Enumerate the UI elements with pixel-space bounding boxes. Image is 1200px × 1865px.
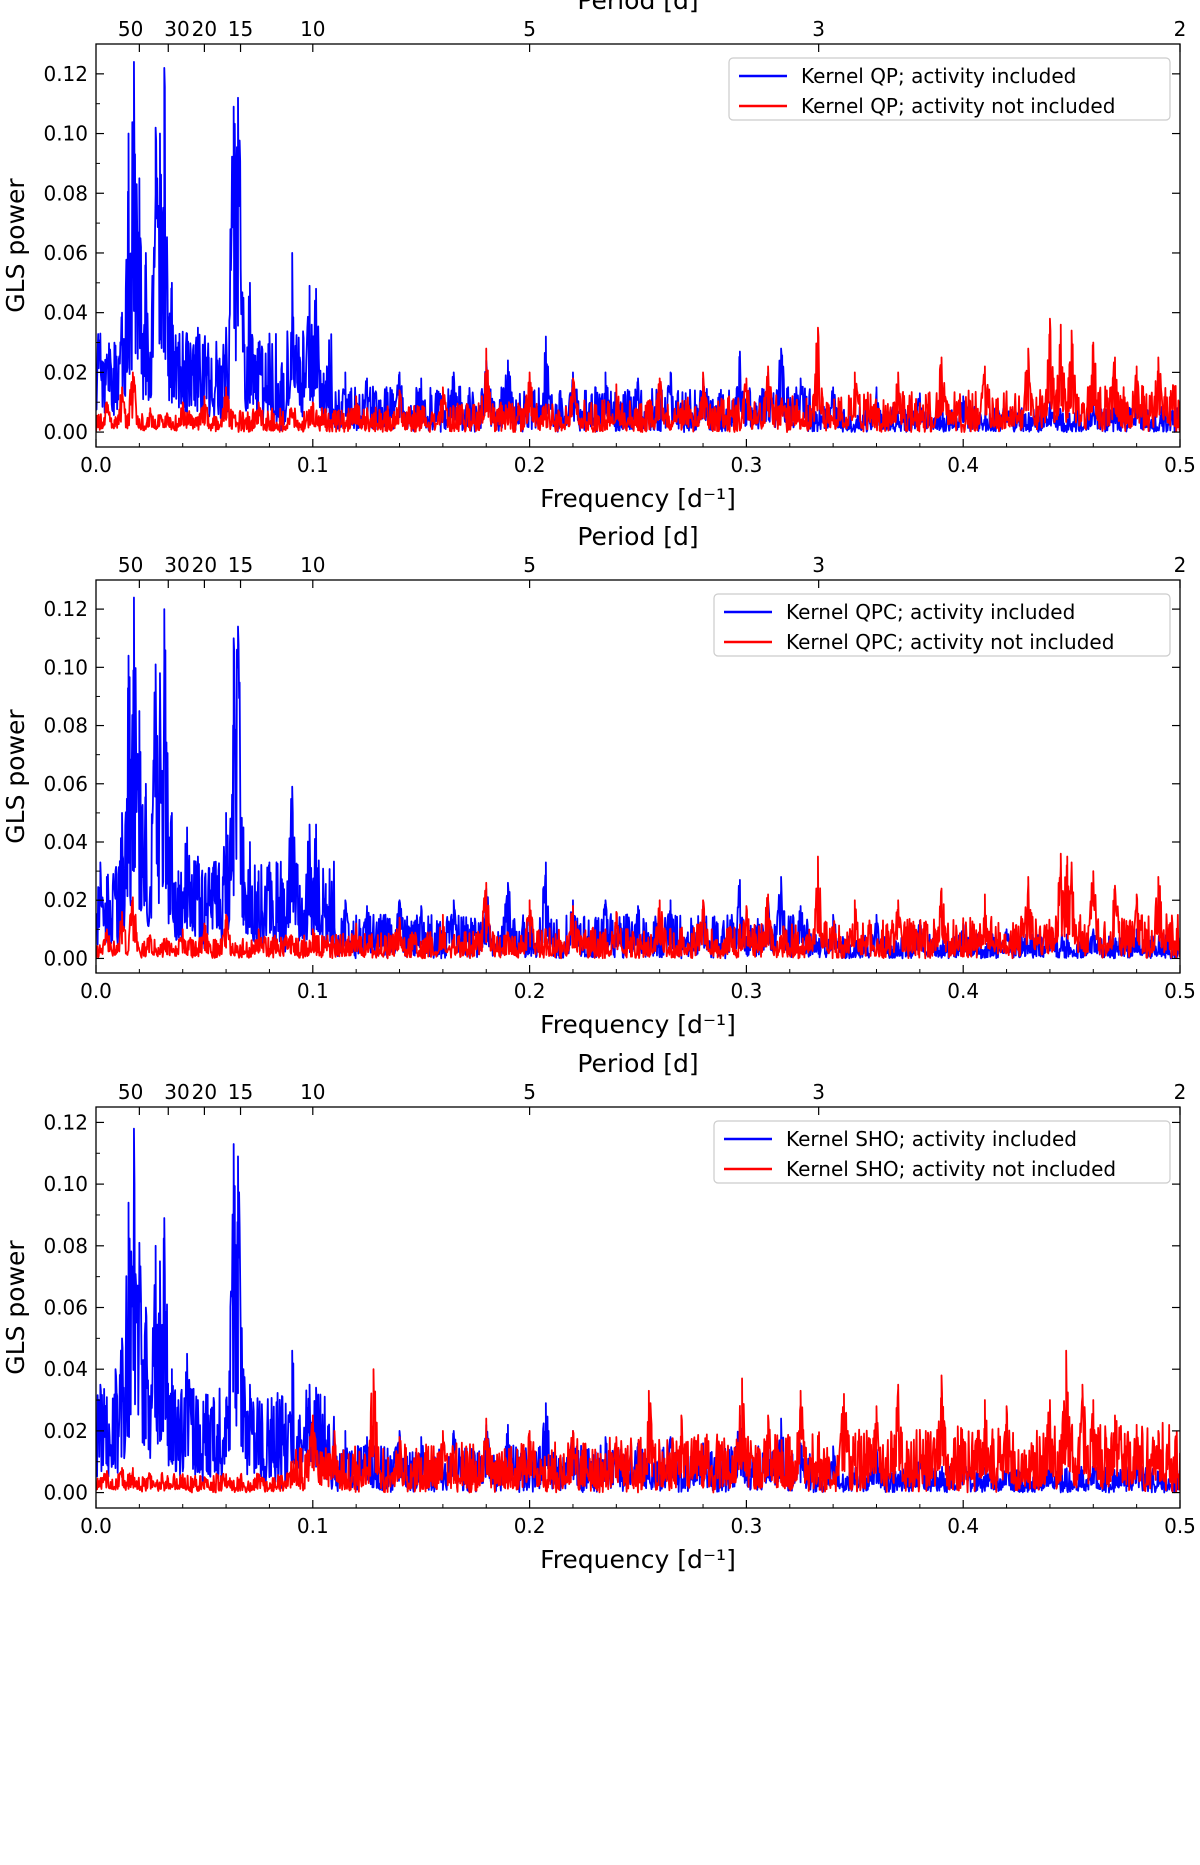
y-tick-label: 0.06 bbox=[43, 772, 88, 796]
y-tick-label: 0.10 bbox=[43, 655, 88, 679]
legend-label: Kernel QPC; activity included bbox=[786, 600, 1075, 624]
legend-label: Kernel SHO; activity not included bbox=[786, 1157, 1116, 1181]
x-tick-label: 0.1 bbox=[297, 453, 329, 477]
series-line-activity-included bbox=[96, 596, 1180, 960]
top-tick-label: 5 bbox=[523, 553, 536, 577]
y-tick-label: 0.00 bbox=[43, 420, 88, 444]
y-axis-title: GLS power bbox=[1, 709, 30, 844]
top-tick-label: 10 bbox=[300, 17, 325, 41]
y-tick-label: 0.02 bbox=[43, 888, 88, 912]
top-tick-label: 2 bbox=[1174, 553, 1187, 577]
legend-label: Kernel QP; activity included bbox=[801, 64, 1076, 88]
y-tick-label: 0.08 bbox=[43, 1234, 88, 1258]
y-tick-label: 0.12 bbox=[43, 597, 88, 621]
y-tick-label: 0.06 bbox=[43, 241, 88, 265]
y-tick-label: 0.04 bbox=[43, 1357, 88, 1381]
top-tick-label: 15 bbox=[228, 1080, 253, 1104]
plot-area bbox=[96, 1127, 1180, 1494]
chart-panel-2: 0.0 0.1 0.2 0.3 0.4 0.5 0.00 0.02 0.04 0.06 0.08 0.… bbox=[1, 522, 1196, 1039]
x-tick-label: 0.2 bbox=[514, 1514, 546, 1538]
legend-box bbox=[713, 593, 1171, 657]
series-line-activity-not-included bbox=[96, 317, 1180, 433]
top-tick-label: 2 bbox=[1174, 17, 1187, 41]
top-tick-label: 50 bbox=[118, 17, 143, 41]
x-tick-label: 0.1 bbox=[297, 979, 329, 1003]
y-tick-label: 0.12 bbox=[43, 62, 88, 86]
y-tick-label: 0.12 bbox=[43, 1110, 88, 1134]
y-tick-label: 0.08 bbox=[43, 714, 88, 738]
top-tick-label: 5 bbox=[523, 17, 536, 41]
x-tick-label: 0.0 bbox=[80, 1514, 112, 1538]
y-tick-label: 0.00 bbox=[43, 1481, 88, 1505]
top-tick-label: 5 bbox=[523, 1080, 536, 1104]
top-tick-label: 2 bbox=[1174, 1080, 1187, 1104]
y-tick-label: 0.08 bbox=[43, 181, 88, 205]
x-tick-label: 0.0 bbox=[80, 979, 112, 1003]
x-tick-label: 0.5 bbox=[1164, 1514, 1196, 1538]
x-tick-label: 0.4 bbox=[947, 453, 979, 477]
top-tick-label: 30 bbox=[164, 553, 189, 577]
top-tick-label: 50 bbox=[118, 553, 143, 577]
top-axis-title: Period [d] bbox=[577, 522, 698, 551]
y-tick-label: 0.02 bbox=[43, 360, 88, 384]
x-axis-title: Frequency [d⁻¹] bbox=[540, 1010, 736, 1039]
x-axis-title: Frequency [d⁻¹] bbox=[540, 1545, 736, 1574]
top-axis-title: Period [d] bbox=[577, 1049, 698, 1078]
x-tick-label: 0.5 bbox=[1164, 453, 1196, 477]
top-tick-label: 30 bbox=[164, 1080, 189, 1104]
y-tick-label: 0.06 bbox=[43, 1296, 88, 1320]
legend: Kernel SHO; activity included Kernel SHO;… bbox=[713, 1120, 1171, 1184]
top-axis-title: Period [d] bbox=[577, 0, 698, 15]
y-tick-label: 0.10 bbox=[43, 122, 88, 146]
legend-label: Kernel SHO; activity included bbox=[786, 1127, 1077, 1151]
top-tick-label: 15 bbox=[228, 553, 253, 577]
x-tick-label: 0.5 bbox=[1164, 979, 1196, 1003]
top-tick-label: 50 bbox=[118, 1080, 143, 1104]
legend-label: Kernel QP; activity not included bbox=[801, 94, 1115, 118]
y-tick-label: 0.02 bbox=[43, 1419, 88, 1443]
y-axis-title: GLS power bbox=[1, 178, 30, 313]
top-tick-label: 20 bbox=[192, 1080, 217, 1104]
top-tick-label: 15 bbox=[228, 17, 253, 41]
top-tick-label: 20 bbox=[192, 17, 217, 41]
y-tick-label: 0.04 bbox=[43, 830, 88, 854]
chart-panel-1: 0.0 0.1 0.2 0.3 0.4 0.5 0.00 0.02 0.04 0.06 0.08 0.… bbox=[1, 0, 1196, 513]
legend-label: Kernel QPC; activity not included bbox=[786, 630, 1114, 654]
legend-box bbox=[713, 1120, 1171, 1184]
top-tick-label: 10 bbox=[300, 553, 325, 577]
plot-area bbox=[96, 61, 1180, 433]
axes-frame bbox=[95, 43, 1181, 448]
x-tick-label: 0.2 bbox=[514, 979, 546, 1003]
plot-area bbox=[96, 596, 1180, 960]
legend: Kernel QPC; activity included Kernel QPC;… bbox=[713, 593, 1171, 657]
x-axis-title: Frequency [d⁻¹] bbox=[540, 484, 736, 513]
y-tick-label: 0.04 bbox=[43, 301, 88, 325]
x-tick-label: 0.2 bbox=[514, 453, 546, 477]
series-line-activity-not-included bbox=[96, 1349, 1180, 1494]
x-tick-label: 0.1 bbox=[297, 1514, 329, 1538]
x-tick-label: 0.3 bbox=[730, 979, 762, 1003]
x-tick-label: 0.0 bbox=[80, 453, 112, 477]
series-line-activity-not-included bbox=[96, 852, 1180, 960]
axes-frame bbox=[95, 579, 1181, 974]
x-tick-label: 0.4 bbox=[947, 1514, 979, 1538]
top-tick-label: 20 bbox=[192, 553, 217, 577]
top-tick-label: 10 bbox=[300, 1080, 325, 1104]
y-tick-label: 0.00 bbox=[43, 946, 88, 970]
y-tick-label: 0.10 bbox=[43, 1172, 88, 1196]
chart-panel-3: 0.0 0.1 0.2 0.3 0.4 0.5 0.00 0.02 0.04 0.06 0.08 0.… bbox=[1, 1049, 1196, 1574]
x-tick-label: 0.3 bbox=[730, 453, 762, 477]
top-tick-label: 3 bbox=[812, 1080, 825, 1104]
y-axis-title: GLS power bbox=[1, 1240, 30, 1375]
top-tick-label: 3 bbox=[812, 553, 825, 577]
top-tick-label: 3 bbox=[812, 17, 825, 41]
top-tick-label: 30 bbox=[164, 17, 189, 41]
legend: Kernel QP; activity included Kernel QP; a… bbox=[728, 57, 1171, 121]
x-tick-label: 0.4 bbox=[947, 979, 979, 1003]
x-tick-label: 0.3 bbox=[730, 1514, 762, 1538]
legend-box bbox=[728, 57, 1171, 121]
